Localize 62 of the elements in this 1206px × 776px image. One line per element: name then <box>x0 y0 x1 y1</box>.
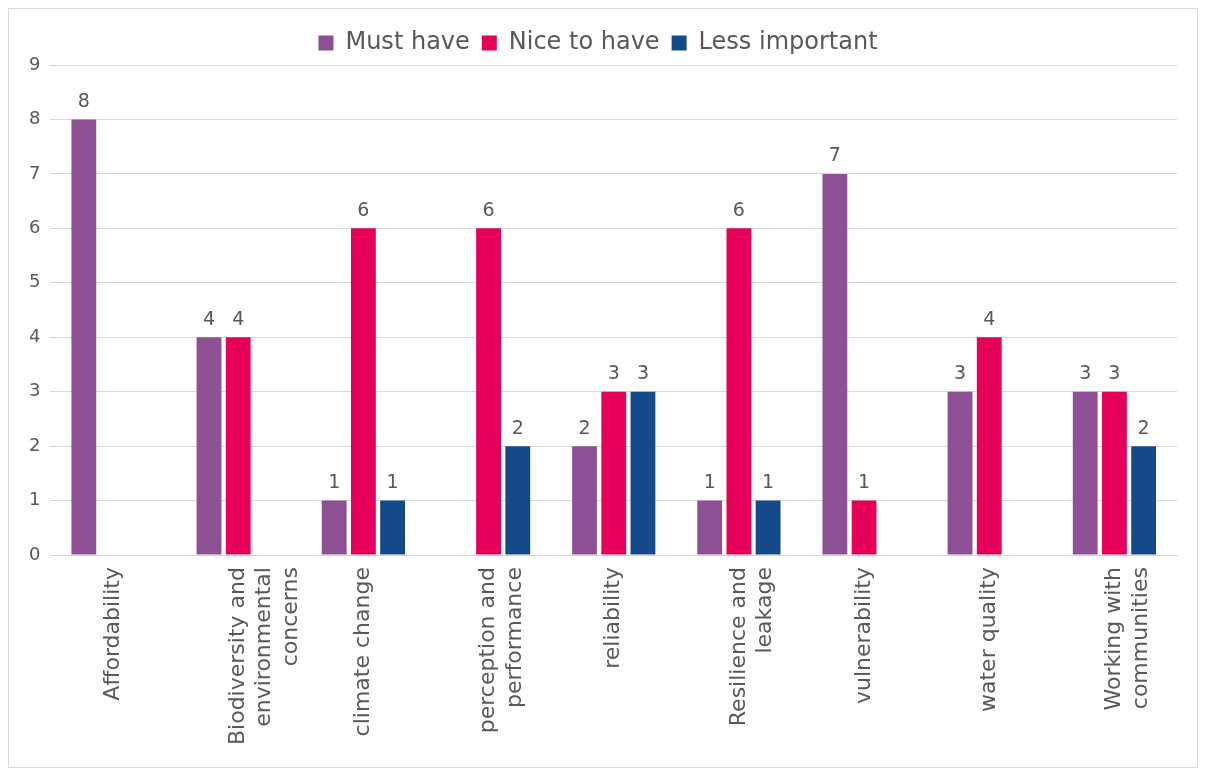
y-tick-label: 1 <box>29 488 41 510</box>
x-tick-label: reliability <box>599 567 625 669</box>
bar <box>726 228 752 555</box>
bar <box>350 228 376 555</box>
bar <box>851 500 877 555</box>
bar <box>755 500 781 555</box>
data-label: 2 <box>578 415 591 438</box>
bar <box>1131 446 1157 555</box>
data-label: 8 <box>77 88 90 111</box>
bar <box>822 173 848 555</box>
x-tick-label: vulnerability <box>849 567 875 705</box>
bar <box>380 500 405 555</box>
data-label: 6 <box>732 197 745 220</box>
data-label: 7 <box>828 143 841 166</box>
data-label: 1 <box>858 470 871 493</box>
data-label: 3 <box>1079 361 1092 384</box>
data-label: 3 <box>1108 361 1121 384</box>
data-label: 1 <box>328 470 341 493</box>
data-label: 3 <box>636 361 649 384</box>
data-label: 6 <box>357 197 370 220</box>
legend-label: Nice to have <box>508 27 660 56</box>
data-label: 4 <box>232 306 245 329</box>
bar <box>1102 391 1127 555</box>
bar <box>225 337 251 555</box>
data-label: 6 <box>482 197 495 220</box>
y-tick-label: 3 <box>29 379 41 401</box>
data-label: 3 <box>953 361 967 384</box>
x-tick-label: water quality <box>974 567 1000 712</box>
legend-label: Must have <box>345 27 470 56</box>
data-label: 1 <box>703 470 716 493</box>
x-tick-label: Affordability <box>98 567 124 701</box>
y-tick-label: 6 <box>29 216 41 238</box>
data-label: 4 <box>202 306 216 329</box>
bar <box>505 446 531 555</box>
bar <box>601 391 627 555</box>
bar <box>71 119 97 555</box>
legend-label: Less important <box>698 27 878 56</box>
bar <box>476 228 501 555</box>
bar <box>572 446 597 555</box>
bar <box>697 500 723 555</box>
bar <box>1072 391 1098 555</box>
data-label: 1 <box>386 470 399 493</box>
y-tick-label: 8 <box>29 107 41 129</box>
bar <box>947 391 973 555</box>
data-label: 4 <box>983 306 996 329</box>
data-label: 2 <box>511 415 524 438</box>
y-tick-label: 4 <box>29 324 41 346</box>
data-label: 1 <box>762 470 775 493</box>
y-tick-label: 2 <box>29 433 41 455</box>
bar <box>196 337 222 555</box>
x-tick-label: climate change <box>349 567 375 737</box>
data-label: 2 <box>1137 415 1150 438</box>
x-tick-label: Biodiversity and environmental concerns <box>223 567 302 746</box>
y-tick-label: 5 <box>29 270 41 292</box>
bar <box>976 337 1002 555</box>
bar <box>630 391 656 555</box>
x-tick-label: Resilience and leakage <box>724 567 777 727</box>
y-tick-label: 9 <box>29 52 41 74</box>
y-tick-label: 0 <box>29 542 41 564</box>
y-tick-label: 7 <box>29 161 41 183</box>
bar <box>321 500 347 555</box>
data-label: 3 <box>607 361 620 384</box>
